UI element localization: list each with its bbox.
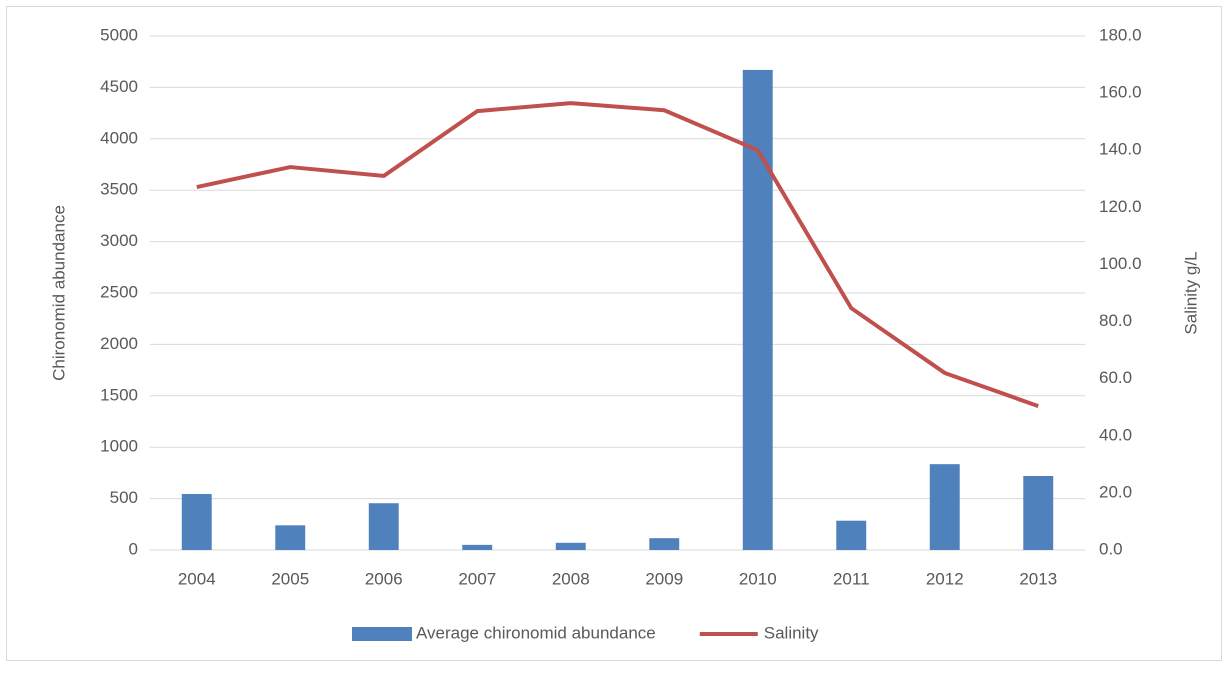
bar <box>462 544 493 550</box>
legend-label: Salinity <box>764 623 819 642</box>
bar <box>649 538 680 550</box>
bar <box>836 520 867 550</box>
x-tick-label: 2012 <box>926 569 964 588</box>
y-tick-label: 500 <box>110 488 138 507</box>
x-tick-label: 2009 <box>645 569 683 588</box>
y2-tick-label: 60.0 <box>1099 368 1132 387</box>
bar <box>555 542 586 550</box>
y2-tick-label: 120.0 <box>1099 197 1142 216</box>
y-tick-label: 3500 <box>100 180 138 199</box>
y-tick-label: 0 <box>129 539 138 558</box>
bar <box>275 525 306 550</box>
x-tick-label: 2008 <box>552 569 590 588</box>
bar <box>1023 475 1054 550</box>
y2-tick-label: 0.0 <box>1099 539 1123 558</box>
y-tick-label: 5000 <box>100 25 138 44</box>
y-tick-label: 1000 <box>100 437 138 456</box>
y2-tick-label: 80.0 <box>1099 311 1132 330</box>
bar <box>742 69 773 550</box>
y-tick-label: 1500 <box>100 385 138 404</box>
y-tick-label: 3000 <box>100 231 138 250</box>
y2-tick-label: 180.0 <box>1099 25 1142 44</box>
bar <box>368 503 399 550</box>
y-axis-label: Chironomid abundance <box>49 205 68 381</box>
y2-tick-label: 140.0 <box>1099 140 1142 159</box>
y-tick-label: 2000 <box>100 334 138 353</box>
y-tick-label: 2500 <box>100 282 138 301</box>
bar <box>181 493 212 550</box>
x-tick-label: 2007 <box>458 569 496 588</box>
legend-label: Average chironomid abundance <box>416 623 656 642</box>
x-tick-label: 2010 <box>739 569 777 588</box>
y2-axis-label: Salinity g/L <box>1181 251 1200 334</box>
x-tick-label: 2006 <box>365 569 403 588</box>
y2-tick-label: 20.0 <box>1099 482 1132 501</box>
y-tick-label: 4500 <box>100 77 138 96</box>
y-tick-label: 4000 <box>100 128 138 147</box>
y2-tick-label: 100.0 <box>1099 254 1142 273</box>
x-tick-label: 2013 <box>1019 569 1057 588</box>
bar <box>929 464 960 550</box>
line <box>196 101 1039 408</box>
x-tick-label: 2011 <box>833 569 870 588</box>
x-tick-label: 2004 <box>178 569 216 588</box>
chart-border <box>6 6 1222 661</box>
y2-tick-label: 40.0 <box>1099 425 1132 444</box>
x-tick-label: 2005 <box>271 569 309 588</box>
y2-tick-label: 160.0 <box>1099 83 1142 102</box>
legend-swatch <box>352 627 412 641</box>
